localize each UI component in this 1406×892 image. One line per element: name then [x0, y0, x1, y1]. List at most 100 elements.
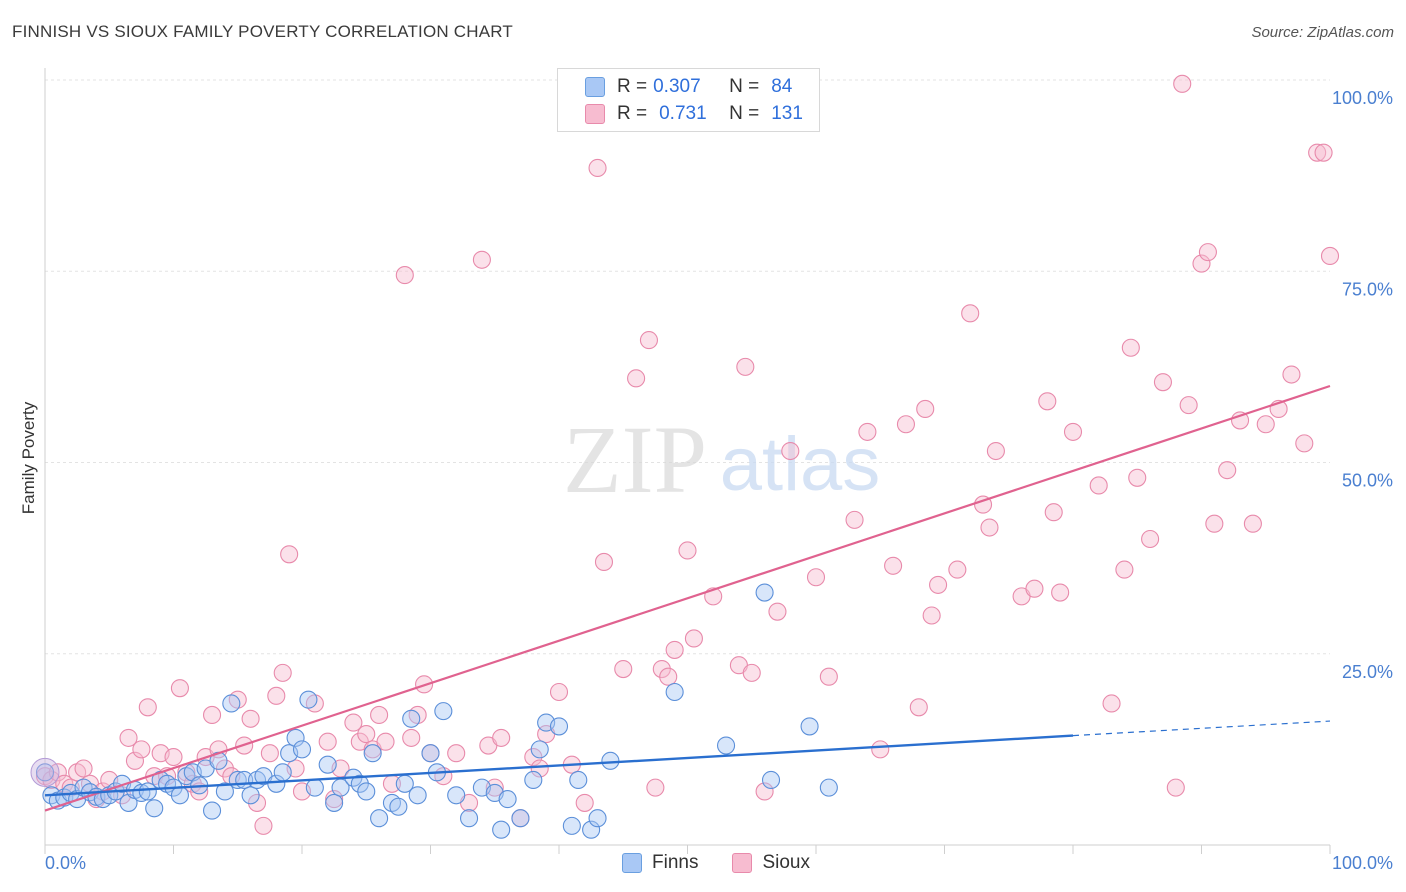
- sioux-point: [1128, 468, 1147, 487]
- sioux-point: [48, 763, 67, 782]
- sioux-point: [524, 747, 543, 767]
- finns-point-large: [30, 757, 60, 787]
- sioux-point: [273, 663, 292, 682]
- trend-lines: [44, 384, 1331, 812]
- sioux-point: [1308, 143, 1327, 162]
- sioux-point: [1051, 583, 1070, 602]
- sioux-point: [1179, 396, 1198, 415]
- finns-point: [530, 740, 549, 759]
- finns-point: [389, 797, 408, 816]
- sioux-point: [164, 747, 183, 767]
- finns-point: [273, 763, 292, 782]
- sioux-point: [241, 709, 260, 728]
- legend-row-finns: R = 0.307 N = 84: [585, 74, 792, 100]
- finns-label: Finns: [652, 852, 699, 873]
- y-tick-label: 25.0%: [1342, 662, 1393, 682]
- sioux-point: [376, 732, 395, 751]
- sioux-point: [247, 793, 267, 812]
- legend-item-sioux[interactable]: Sioux: [732, 852, 810, 874]
- sioux-point: [530, 759, 549, 778]
- sioux-point: [1320, 246, 1340, 265]
- finns-point: [492, 820, 511, 839]
- finns-point: [408, 786, 427, 805]
- y-tick-label: 75.0%: [1342, 279, 1393, 299]
- finns-point: [318, 755, 337, 774]
- correlation-legend: R = 0.307 N = 84 R = 0.731 N = 131: [557, 68, 820, 132]
- finns-point: [145, 799, 164, 818]
- sioux-point: [768, 602, 787, 621]
- sioux-point: [492, 728, 511, 747]
- sioux-point: [1153, 373, 1172, 392]
- sioux-point: [1173, 74, 1192, 93]
- sioux-point: [755, 782, 774, 801]
- sioux-point: [871, 740, 890, 759]
- sioux-point: [74, 759, 93, 778]
- sioux-point: [318, 732, 337, 751]
- sioux-point: [627, 369, 646, 388]
- finns-point: [588, 809, 607, 828]
- sioux-point: [922, 606, 941, 625]
- sioux-point: [1102, 694, 1121, 713]
- sioux-point: [980, 518, 999, 537]
- sioux-point: [1063, 422, 1083, 441]
- sioux-point: [1089, 476, 1108, 495]
- series-legend: Finns Sioux: [622, 852, 844, 874]
- sioux-point: [119, 728, 138, 747]
- sioux-point: [665, 640, 684, 659]
- finns-point: [761, 770, 781, 790]
- sioux-point: [1218, 461, 1237, 480]
- finns-point: [601, 751, 620, 770]
- finns-point: [524, 770, 543, 790]
- finns-point: [582, 820, 601, 839]
- tick-labels: 25.0% 50.0% 75.0% 100.0% 0.0% 100.0%: [45, 88, 1393, 873]
- sioux-point: [267, 686, 286, 705]
- sioux-point: [1282, 365, 1301, 384]
- watermark-zip: ZIP: [563, 406, 707, 513]
- y-tick-label: 50.0%: [1342, 471, 1393, 491]
- finns-swatch: [622, 853, 642, 873]
- sioux-point: [1115, 560, 1134, 579]
- sioux-point: [1121, 338, 1140, 357]
- sioux-point: [215, 759, 234, 778]
- sioux-point: [819, 667, 838, 686]
- finns-point: [350, 774, 369, 793]
- sioux-point: [203, 705, 222, 725]
- sioux-point: [370, 705, 389, 725]
- finns-point: [357, 782, 376, 801]
- legend-item-finns[interactable]: Finns: [622, 852, 698, 874]
- n-value: 84: [771, 76, 793, 97]
- sioux-point: [678, 541, 697, 560]
- sioux-point: [684, 629, 703, 648]
- finns-point: [305, 778, 324, 797]
- sioux-point: [402, 728, 421, 747]
- finns-point: [267, 774, 286, 793]
- sioux-point: [659, 667, 678, 686]
- sioux-point: [1044, 503, 1063, 522]
- sioux-point: [614, 659, 633, 679]
- sioux-point: [575, 793, 594, 812]
- sioux-point: [646, 778, 665, 797]
- n-label: N =: [729, 103, 760, 124]
- finns-point: [459, 809, 479, 828]
- x-tick-label: 100.0%: [1332, 853, 1393, 873]
- finns-point: [447, 786, 466, 805]
- sioux-point: [806, 568, 826, 587]
- sioux-point: [357, 725, 376, 744]
- sioux-point: [1038, 392, 1057, 411]
- sioux-point: [138, 698, 157, 717]
- sioux-point: [447, 744, 466, 763]
- finns-point: [370, 809, 389, 828]
- sioux-point: [845, 510, 864, 529]
- finns-point: [138, 782, 157, 801]
- sioux-point: [1243, 514, 1262, 533]
- sioux-point: [639, 331, 659, 350]
- sioux-point: [986, 441, 1005, 461]
- sioux-point: [254, 816, 273, 835]
- finns-point: [292, 740, 312, 759]
- finns-point: [299, 690, 318, 709]
- finns-point: [421, 744, 440, 763]
- sioux-point: [280, 545, 299, 564]
- finns-point: [222, 694, 241, 713]
- finns-point: [665, 682, 684, 702]
- sioux-point: [549, 682, 569, 702]
